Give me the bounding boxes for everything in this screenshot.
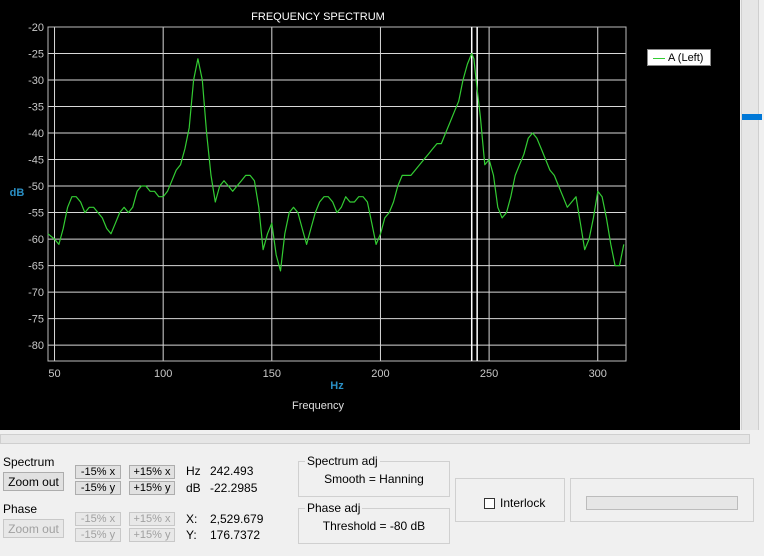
y-tick-label-1: -25 (28, 49, 44, 61)
spectrum-adj-value[interactable]: Smooth = Hanning (324, 472, 424, 486)
legend-swatch (653, 58, 665, 59)
phase-adj-value[interactable]: Threshold = -80 dB (322, 519, 426, 533)
x-axis-unit: Hz (330, 380, 344, 392)
y-tick-label-0: -20 (28, 22, 44, 34)
x-tick-label-4: 250 (480, 368, 498, 380)
y-axis-label: dB (10, 187, 25, 199)
phase-y-minus-button[interactable]: -15% y (75, 528, 121, 542)
x-axis-label: Frequency (292, 400, 344, 412)
spectrum-plot-area[interactable]: FREQUENCY SPECTRUM dB Hz Frequency -20 -2… (0, 0, 740, 430)
spectrum-label: Spectrum (3, 455, 55, 469)
phase-adj-title: Phase adj (305, 501, 363, 515)
y-tick-label-9: -65 (28, 261, 44, 273)
db-label: dB (186, 481, 201, 495)
phase-x-plus-button[interactable]: +15% x (129, 512, 175, 526)
phase-zoom-out-button[interactable]: Zoom out (3, 519, 64, 538)
horizontal-scrollbar[interactable] (0, 434, 750, 444)
chart-legend: A (Left) (647, 49, 711, 66)
chart-tick-labels: -20 -25 -30 -35 -40 -45 -50 -55 -60 -65 -70 -75 -80 5… (28, 22, 607, 380)
x-tick-label-0: 50 (48, 368, 60, 380)
db-value: -22.2985 (210, 481, 258, 495)
y-tick-label-10: -70 (28, 287, 44, 299)
y-tick-label-3: -35 (28, 102, 44, 114)
phase-x-value: 2,529.679 (210, 512, 264, 526)
interlock-checkbox[interactable] (484, 498, 495, 509)
x-tick-label-3: 200 (371, 368, 389, 380)
progress-bar (586, 496, 738, 510)
phase-x-label: X: (186, 512, 198, 526)
y-tick-label-5: -45 (28, 155, 44, 167)
series-line-0 (47, 52, 625, 272)
vertical-scrollbar[interactable] (740, 0, 764, 430)
x-tick-label-5: 300 (589, 368, 607, 380)
vertical-scroll-track[interactable] (741, 0, 759, 430)
spectrum-x-minus-button[interactable]: -15% x (75, 465, 121, 479)
y-tick-label-11: -75 (28, 314, 44, 326)
legend-entry-a-left: A (Left) (668, 52, 704, 64)
phase-y-label: Y: (186, 528, 197, 542)
y-tick-label-4: -40 (28, 128, 44, 140)
chart-grid (47, 26, 627, 362)
spectrum-adj-group: Spectrum adj Smooth = Hanning (298, 454, 450, 497)
phase-y-plus-button[interactable]: +15% y (129, 528, 175, 542)
y-tick-label-7: -55 (28, 208, 44, 220)
y-tick-label-12: -80 (28, 340, 44, 352)
spectrum-y-minus-button[interactable]: -15% y (75, 481, 121, 495)
interlock-label[interactable]: Interlock (500, 496, 546, 510)
hz-value: 242.493 (210, 464, 254, 478)
spectrum-x-plus-button[interactable]: +15% x (129, 465, 175, 479)
spectrum-y-plus-button[interactable]: +15% y (129, 481, 175, 495)
hz-label: Hz (186, 464, 201, 478)
plot-frame (47, 26, 627, 362)
phase-y-value: 176.7372 (210, 528, 261, 542)
phase-x-minus-button[interactable]: -15% x (75, 512, 121, 526)
y-tick-label-8: -60 (28, 234, 44, 246)
x-tick-label-1: 100 (154, 368, 172, 380)
y-tick-label-6: -50 (28, 181, 44, 193)
x-tick-label-2: 150 (263, 368, 281, 380)
interlock-group: Interlock (455, 478, 565, 522)
phase-label: Phase (3, 502, 38, 516)
y-tick-label-2: -30 (28, 75, 44, 87)
frequency-spectrum-chart: FREQUENCY SPECTRUM dB Hz Frequency -20-2… (10, 11, 627, 412)
chart-title: FREQUENCY SPECTRUM (251, 11, 385, 23)
vertical-scroll-marker[interactable] (742, 114, 762, 120)
chart-cursors (470, 27, 478, 361)
chart-series-group (47, 52, 625, 272)
phase-adj-group: Phase adj Threshold = -80 dB (298, 501, 450, 544)
spectrum-zoom-out-button[interactable]: Zoom out (3, 472, 64, 491)
progress-group (570, 478, 754, 522)
spectrum-adj-title: Spectrum adj (305, 454, 380, 468)
